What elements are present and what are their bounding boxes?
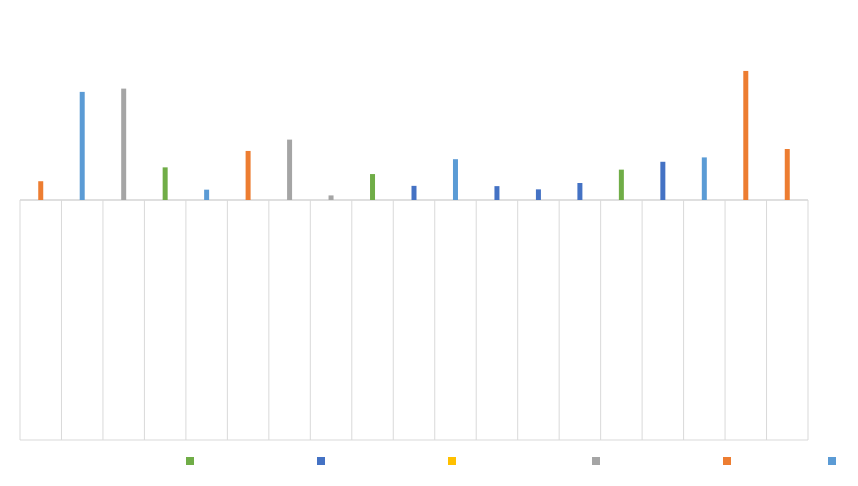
legend-swatch: [186, 457, 194, 465]
bar: [577, 183, 583, 200]
bar: [535, 189, 541, 200]
legend-item: 城市棚户区改造: [592, 457, 600, 465]
bar: [743, 70, 749, 200]
legend-item: 人才房: [186, 457, 194, 465]
bar: [204, 189, 210, 200]
bar: [784, 149, 790, 200]
legend-swatch: [828, 457, 836, 465]
bar: [245, 150, 251, 200]
legend-item: 共有产权房: [317, 457, 325, 465]
bar: [79, 91, 85, 200]
bar: [287, 139, 293, 200]
bar: [411, 185, 417, 200]
legend-swatch: [317, 457, 325, 465]
bar: [494, 186, 500, 200]
bar: [328, 195, 334, 200]
legend-swatch: [592, 457, 600, 465]
bar: [370, 174, 376, 200]
legend-swatch: [723, 457, 731, 465]
bar: [618, 169, 624, 200]
legend-swatch: [448, 457, 456, 465]
bar: [660, 161, 666, 200]
bar: [38, 181, 44, 200]
bar: [121, 88, 127, 200]
legend-item: 公共租赁住房: [828, 457, 836, 465]
bar: [162, 167, 168, 200]
legend-item: 保障性租赁住房: [723, 457, 731, 465]
legend-item: 老旧小区改造: [448, 457, 456, 465]
bar: [701, 157, 707, 200]
bar: [452, 159, 458, 200]
